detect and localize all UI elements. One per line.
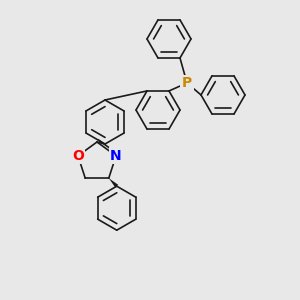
Text: N: N	[110, 149, 122, 163]
Text: P: P	[182, 76, 192, 90]
Polygon shape	[109, 178, 118, 188]
Text: O: O	[72, 149, 84, 163]
